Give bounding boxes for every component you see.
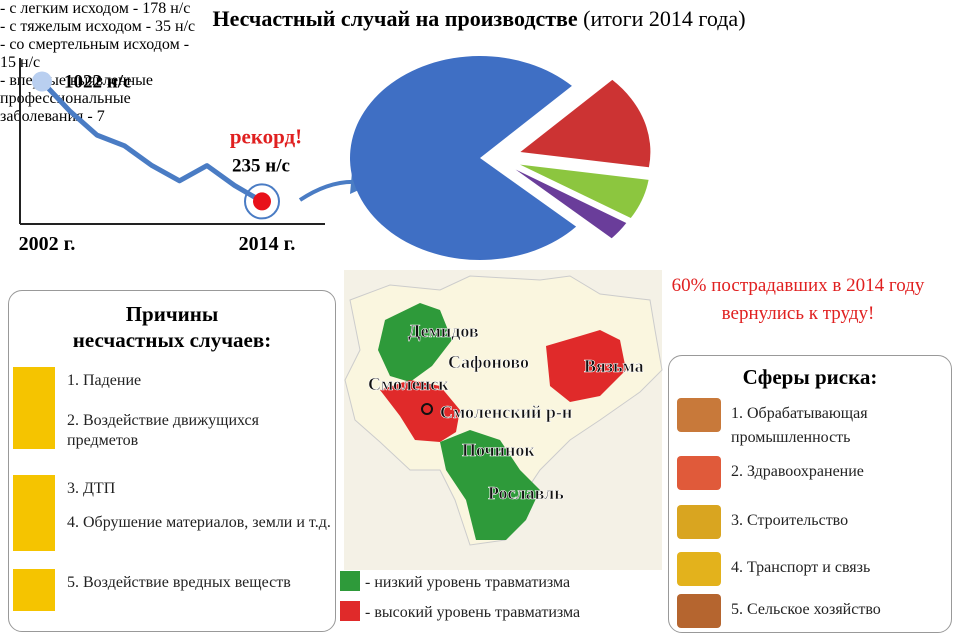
cause-item: 2. Воздействие движущихся предметов: [67, 412, 260, 449]
legend-item: - с тяжелым исходом - 35 н/с: [0, 18, 196, 35]
point: [32, 71, 52, 92]
cause-icon: [13, 367, 55, 409]
map-legend-label: - высокий уровень травматизма: [365, 604, 580, 621]
line: [40, 79, 264, 204]
risk-item: 5. Сельское хозяйство: [731, 601, 881, 618]
highlight-ring: [244, 183, 280, 220]
x-tick-label: 2014 г.: [239, 233, 296, 255]
legend-swatch: [340, 571, 360, 591]
pie-slice: [350, 56, 577, 260]
map-legend-label: - низкий уровень травматизма: [365, 574, 570, 591]
causes-title-text: Причины несчастных случаев:: [72, 302, 272, 352]
map-label: Демидов: [408, 321, 479, 341]
risk-icon: [677, 594, 721, 628]
risk-item: 3. Строительство: [731, 512, 849, 529]
legend-item: - с легким исходом - 178 н/с: [0, 0, 191, 17]
pie-slice: [515, 169, 627, 239]
cause-icon: [13, 407, 55, 449]
point: [253, 192, 271, 211]
value-label: 235 н/с: [232, 155, 290, 176]
map-label: Смоленск: [368, 374, 449, 394]
risk-icon: [677, 398, 721, 432]
note: 60% пострадавших в 2014 году вернулись к…: [671, 275, 925, 324]
title: Несчастный случай на производстве (итоги…: [0, 6, 958, 32]
causes-box: Причины несчастных случаев: 1. Падение 2.…: [8, 290, 336, 632]
title-suffix: (итоги 2014 года): [583, 6, 746, 31]
city-marker: [421, 403, 433, 415]
pie-slice: [520, 79, 651, 168]
risk-icon: [677, 456, 721, 490]
map-label: Починок: [462, 440, 535, 460]
map-label: Сафоново: [448, 352, 529, 372]
risks-title: Сферы риска:: [742, 365, 878, 389]
causes-title: Причины несчастных случаев:: [9, 301, 335, 353]
title-main: Несчастный случай на производстве: [212, 6, 578, 31]
risk-icon: [677, 505, 721, 539]
cause-icon: [13, 569, 55, 611]
risks-box: Сферы риска: 1. Обрабатывающая промышлен…: [668, 355, 952, 633]
risk-item: 4. Транспорт и связь: [731, 559, 871, 576]
x-tick-label: 2002 г.: [19, 233, 76, 255]
map-label: Рославль: [488, 483, 564, 503]
cause-item: 3. ДТП: [67, 480, 116, 497]
cause-item: 4. Обрушение материалов, земли и т.д.: [67, 514, 331, 531]
low-area: [378, 303, 452, 382]
cause-item: 5. Воздействие вредных веществ: [67, 574, 291, 591]
value-label: 1022 н/с: [64, 72, 131, 93]
arrow: [298, 179, 359, 202]
map-label: Смоленский р-н: [440, 402, 572, 422]
risk-icon: [677, 552, 721, 586]
cause-icon: [13, 509, 55, 551]
annotation: рекорд!: [230, 124, 302, 148]
cause-item: 1. Падение: [67, 372, 142, 389]
risk-item: 2. Здравоохранение: [731, 463, 864, 480]
low-area: [440, 430, 540, 540]
high-area: [380, 380, 460, 442]
risk-item: 1. Обрабатывающая промышленность: [731, 405, 868, 446]
legend-swatch: [340, 601, 360, 621]
map-label: Вязьма: [584, 356, 644, 376]
pie-slice: [520, 164, 649, 219]
map: [340, 270, 663, 621]
high-area: [546, 330, 626, 402]
